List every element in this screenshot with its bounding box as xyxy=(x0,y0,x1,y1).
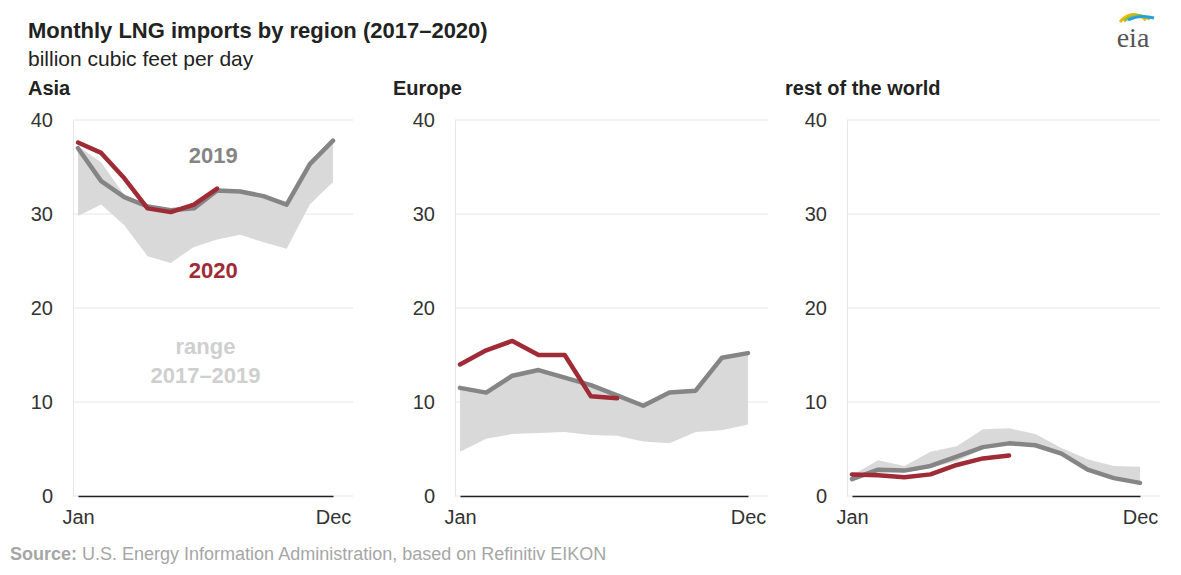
grid-line xyxy=(847,120,1160,121)
y-axis: 0 10 20 30 40 xyxy=(413,109,456,507)
y-tick: 20 xyxy=(31,297,73,319)
source-text: U.S. Energy Information Administration, … xyxy=(77,544,606,564)
x-tick-label: Dec xyxy=(731,506,767,528)
grid-line xyxy=(847,496,1160,497)
grid-line xyxy=(455,214,768,215)
y-tick: 40 xyxy=(805,109,847,131)
series-line xyxy=(852,456,1009,478)
title: Monthly LNG imports by region (2017–2020… xyxy=(28,18,488,43)
range-area xyxy=(460,353,748,452)
y-tick: 20 xyxy=(413,297,455,319)
y-tick: 20 xyxy=(805,297,847,319)
y-tick: 0 xyxy=(424,485,455,507)
subtitle: billion cubic feet per day xyxy=(28,47,254,70)
series-label: 2019 xyxy=(189,143,238,168)
panel-title: Europe xyxy=(393,77,462,99)
y-tick: 30 xyxy=(805,203,847,225)
y-tick-label: 30 xyxy=(31,203,53,225)
x-axis: Jan Dec xyxy=(62,496,351,528)
y-axis: 0 10 20 30 40 xyxy=(31,109,74,507)
plot-area xyxy=(78,141,333,263)
y-tick-label: 20 xyxy=(413,297,435,319)
x-tick: Jan xyxy=(62,496,94,528)
x-axis: Jan Dec xyxy=(836,496,1158,528)
y-tick-label: 30 xyxy=(805,203,827,225)
logo: eia xyxy=(1117,14,1154,53)
panel-title: rest of the world xyxy=(785,77,941,99)
x-tick: Dec xyxy=(316,496,352,528)
y-tick: 40 xyxy=(413,109,455,131)
grid-line xyxy=(455,120,768,121)
logo-text: eia xyxy=(1117,22,1150,53)
plot-area xyxy=(852,428,1140,483)
y-tick: 40 xyxy=(31,109,73,131)
grid-line xyxy=(73,402,353,403)
grid-line xyxy=(73,308,353,309)
x-tick-label: Jan xyxy=(444,506,476,528)
y-tick: 10 xyxy=(413,391,455,413)
x-tick: Jan xyxy=(444,496,476,528)
x-axis-line xyxy=(461,496,749,498)
y-tick-label: 0 xyxy=(816,485,827,507)
series-line xyxy=(78,141,333,211)
y-tick-label: 10 xyxy=(413,391,435,413)
plot-area xyxy=(460,341,748,452)
range-area xyxy=(78,141,333,263)
panel: Europe 0 10 20 30 40 Jan Dec xyxy=(393,77,768,528)
x-axis-line xyxy=(79,496,334,498)
series-label: range2017–2019 xyxy=(150,334,260,388)
y-tick-label: 20 xyxy=(31,297,53,319)
x-axis-line xyxy=(853,496,1141,498)
series-line xyxy=(460,341,617,398)
y-tick: 10 xyxy=(31,391,73,413)
grid xyxy=(73,120,353,496)
y-tick: 0 xyxy=(816,485,847,507)
x-tick: Dec xyxy=(1123,496,1159,528)
x-axis: Jan Dec xyxy=(444,496,766,528)
grid-line xyxy=(847,214,1160,215)
grid-line xyxy=(847,308,1160,309)
logo-arc xyxy=(1128,16,1154,20)
y-tick-label: 40 xyxy=(31,109,53,131)
source: Source: U.S. Energy Information Administ… xyxy=(10,544,606,564)
grid xyxy=(455,120,768,496)
series-line xyxy=(852,443,1140,482)
grid-line xyxy=(73,120,353,121)
y-tick-label: 40 xyxy=(413,109,435,131)
y-tick-label: 10 xyxy=(31,391,53,413)
panel: Asia 0 10 20 30 40 Jan Dec range2017–2019 2019 202… xyxy=(28,77,353,528)
y-axis-line xyxy=(73,121,74,497)
y-tick: 0 xyxy=(42,485,73,507)
source-label: Source: xyxy=(10,544,77,564)
y-tick: 30 xyxy=(31,203,73,225)
chart: Monthly LNG imports by region (2017–2020… xyxy=(0,0,1181,575)
panel: rest of the world 0 10 20 30 40 Jan Dec xyxy=(785,77,1160,528)
y-axis-line xyxy=(455,121,456,497)
y-tick-label: 20 xyxy=(805,297,827,319)
x-tick: Jan xyxy=(836,496,868,528)
range-area xyxy=(852,428,1140,483)
y-axis-line xyxy=(847,121,848,497)
y-tick: 10 xyxy=(805,391,847,413)
grid-line xyxy=(847,402,1160,403)
grid-line xyxy=(455,308,768,309)
x-tick: Dec xyxy=(731,496,767,528)
grid xyxy=(847,120,1160,496)
x-tick-label: Dec xyxy=(316,506,352,528)
y-tick-label: 10 xyxy=(805,391,827,413)
panel-title: Asia xyxy=(28,77,71,99)
y-tick-label: 0 xyxy=(424,485,435,507)
y-tick-label: 30 xyxy=(413,203,435,225)
x-tick-label: Dec xyxy=(1123,506,1159,528)
grid-line xyxy=(455,496,768,497)
y-axis: 0 10 20 30 40 xyxy=(805,109,848,507)
grid-line xyxy=(73,496,353,497)
y-tick-label: 0 xyxy=(42,485,53,507)
y-tick-label: 40 xyxy=(805,109,827,131)
y-tick: 30 xyxy=(413,203,455,225)
x-tick-label: Jan xyxy=(62,506,94,528)
x-tick-label: Jan xyxy=(836,506,868,528)
series-label: 2020 xyxy=(189,258,238,283)
